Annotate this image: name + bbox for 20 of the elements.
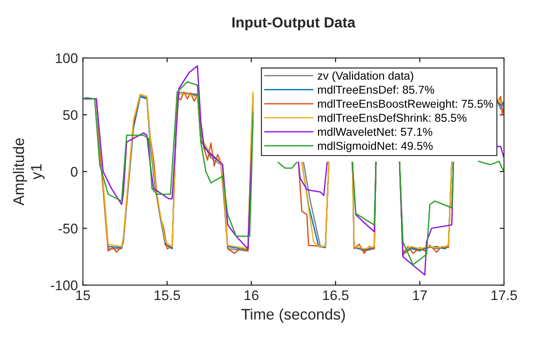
- chart-title: Input-Output Data: [232, 17, 356, 30]
- x-tick-label: 16.5: [323, 290, 348, 300]
- x-tick-label: 15: [76, 290, 90, 300]
- legend-label: mdlTreeEnsBoostReweight: 75.5%: [318, 99, 494, 110]
- y-axis-title: Amplitude y1: [12, 138, 45, 206]
- x-axis-title: Time (seconds): [241, 308, 345, 323]
- x-tick-label: 16: [244, 290, 258, 300]
- legend-label: zv (Validation data): [318, 71, 414, 82]
- x-tick-label: 17: [413, 290, 427, 300]
- y-tick-label: 50: [63, 110, 78, 120]
- y-tick-label: -50: [58, 224, 78, 234]
- y-tick-label: -100: [50, 280, 78, 290]
- x-tick-label: 15.5: [154, 290, 180, 300]
- x-tick-label: 17.5: [492, 290, 517, 300]
- legend-label: mdlWaveletNet: 57.1%: [318, 128, 432, 136]
- y-tick-label: 0: [70, 166, 78, 177]
- legend-label: mdlTreeEnsDefShrink: 85.5%: [318, 113, 466, 122]
- legend-label: mdlTreeEnsDef: 85.7%: [318, 85, 434, 94]
- legend-label: mdlSigmoidNet: 49.5%: [318, 142, 433, 152]
- y-tick-label: 100: [56, 53, 78, 64]
